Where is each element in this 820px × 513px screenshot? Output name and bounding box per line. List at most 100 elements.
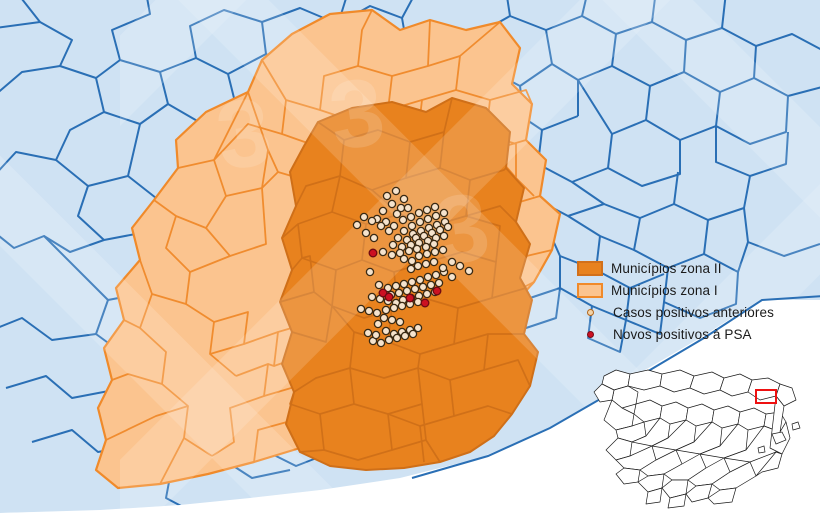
previous-case-dot — [381, 305, 391, 315]
previous-case-dot — [406, 212, 416, 222]
previous-case-dot — [423, 272, 433, 282]
previous-case-dot — [443, 222, 453, 232]
previous-case-dot — [381, 326, 391, 336]
previous-case-dot — [356, 304, 366, 314]
new-case-dot — [405, 293, 415, 303]
new-case-dot — [420, 298, 430, 308]
previous-case-dot — [438, 245, 448, 255]
previous-case-dot — [367, 292, 377, 302]
previous-case-dot — [376, 338, 386, 348]
spain-locator-svg — [593, 369, 801, 509]
previous-case-dot — [397, 301, 407, 311]
previous-case-dot — [399, 226, 409, 236]
legend-item-casos-anteriores: Casos positivos anteriores — [575, 302, 815, 323]
previous-case-dot — [413, 323, 423, 333]
inset-highlight-rect — [755, 389, 777, 404]
previous-case-dot — [414, 251, 424, 261]
legend-item-zona-1: Municípios zona I — [575, 280, 815, 301]
legend-label-zona-2: Municípios zona II — [611, 261, 722, 276]
previous-case-dot — [391, 186, 401, 196]
previous-case-dot — [388, 240, 398, 250]
previous-case-dot — [426, 280, 436, 290]
previous-case-dot — [403, 203, 413, 213]
previous-case-dot — [435, 225, 445, 235]
previous-case-dot — [379, 313, 389, 323]
new-case-dot — [378, 288, 388, 298]
previous-case-dot — [365, 267, 375, 277]
previous-case-dot — [378, 206, 388, 216]
previous-case-dot — [391, 281, 401, 291]
previous-case-dot — [413, 297, 423, 307]
previous-case-dot — [412, 244, 422, 254]
previous-case-dot — [407, 221, 417, 231]
new-case-dot-icon — [586, 331, 594, 338]
previous-case-dot — [421, 259, 431, 269]
new-case-dot — [432, 286, 442, 296]
balearic-islands — [757, 421, 801, 454]
new-case-dot — [384, 292, 394, 302]
previous-case-dot — [422, 289, 432, 299]
previous-case-dot — [422, 249, 432, 259]
previous-case-dot — [373, 319, 383, 329]
previous-case-dot — [361, 228, 371, 238]
legend-label-zona-1: Municípios zona I — [611, 283, 718, 298]
previous-case-dot — [352, 220, 362, 230]
legend-item-zona-2: Municípios zona II — [575, 258, 815, 279]
previous-case-dot — [439, 208, 449, 218]
previous-case-dot — [389, 303, 399, 313]
previous-case-dot — [430, 202, 440, 212]
previous-case-dot — [399, 194, 409, 204]
previous-case-dot — [406, 264, 416, 274]
previous-case-dot — [384, 335, 394, 345]
previous-case-dot — [399, 279, 409, 289]
new-case-dot — [368, 248, 378, 258]
previous-case-dot — [392, 333, 402, 343]
previous-case-dot — [407, 277, 417, 287]
spain-provinces — [593, 369, 797, 509]
previous-case-dot — [371, 330, 381, 340]
legend-item-novos-positivos: Novos positivos à PSA — [575, 324, 815, 345]
previous-case-dot — [400, 331, 410, 341]
zone-1-swatch — [577, 283, 603, 298]
previous-case-dot — [367, 216, 377, 226]
previous-case-dot — [429, 257, 439, 267]
legend-label-novos-positivos: Novos positivos à PSA — [613, 327, 752, 342]
previous-case-dot — [369, 233, 379, 243]
previous-case-dot — [387, 250, 397, 260]
previous-case-dot — [389, 221, 399, 231]
previous-case-dot — [387, 199, 397, 209]
previous-case-dot — [398, 215, 408, 225]
previous-case-dot — [395, 317, 405, 327]
zone-2-swatch — [577, 261, 603, 276]
previous-case-dot — [387, 315, 397, 325]
previous-case-dot — [415, 275, 425, 285]
previous-case-dot — [413, 261, 423, 271]
previous-case-dot — [394, 288, 404, 298]
previous-case-dot-icon — [586, 309, 594, 316]
previous-case-dot — [415, 217, 425, 227]
previous-case-dot — [439, 231, 449, 241]
previous-case-dot — [414, 208, 424, 218]
new-cases-dots — [368, 248, 442, 308]
previous-case-dot — [374, 280, 384, 290]
previous-case-dot — [421, 242, 431, 252]
sea-mask — [0, 300, 820, 513]
previous-case-swatch-wrap — [575, 309, 605, 316]
previous-case-dot — [363, 328, 373, 338]
previous-case-dot — [382, 191, 392, 201]
new-case-swatch-wrap — [575, 331, 605, 338]
previous-case-dot — [423, 214, 433, 224]
previous-case-dot — [378, 247, 388, 257]
legend: Municípios zona II Municípios zona I Cas… — [575, 258, 815, 346]
previous-case-dot — [372, 308, 382, 318]
previous-case-dot — [376, 221, 386, 231]
previous-case-dot — [431, 270, 441, 280]
previous-case-dot — [431, 211, 441, 221]
previous-case-dot — [418, 282, 428, 292]
previous-case-dot — [447, 272, 457, 282]
previous-case-dot — [384, 226, 394, 236]
previous-case-dot — [383, 283, 393, 293]
previous-case-dot — [430, 247, 440, 257]
